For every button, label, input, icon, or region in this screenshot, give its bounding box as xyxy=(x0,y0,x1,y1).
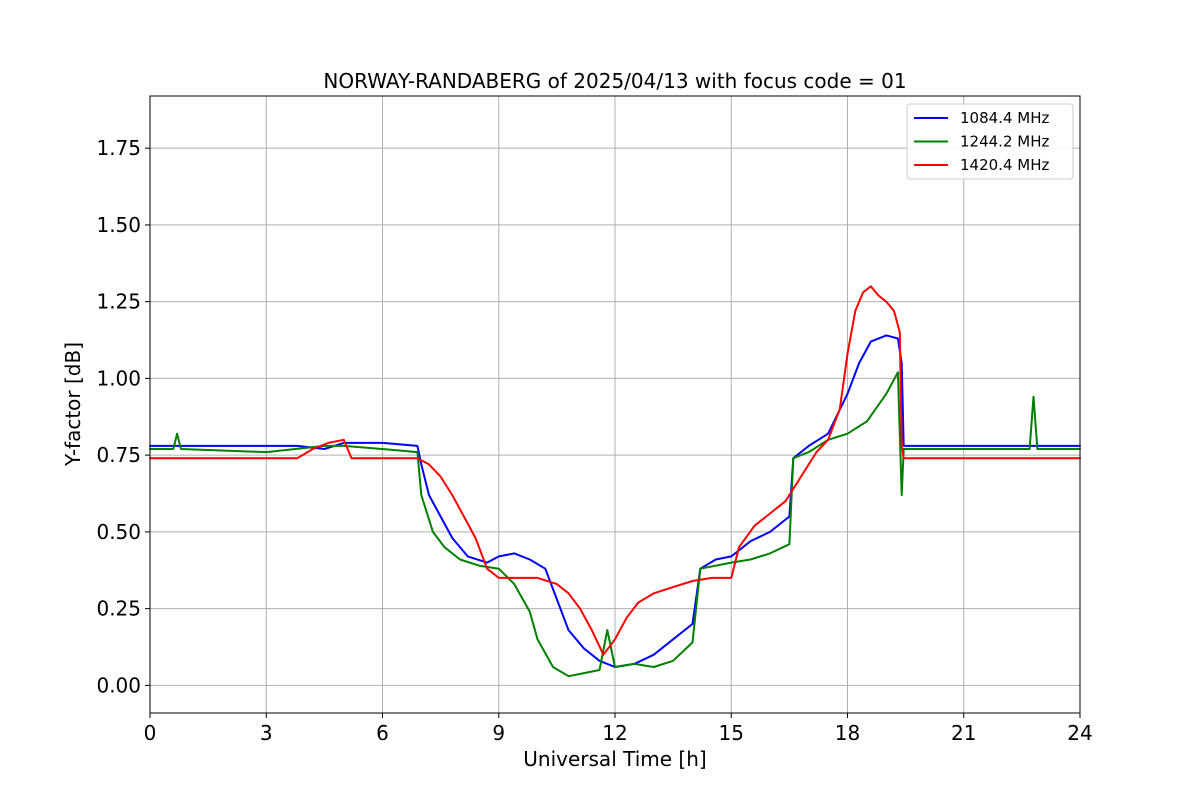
y-tick-label: 1.00 xyxy=(96,366,141,390)
y-tick-label: 1.25 xyxy=(96,290,141,314)
x-tick-label: 9 xyxy=(492,721,505,745)
chart-title: NORWAY-RANDABERG of 2025/04/13 with focu… xyxy=(323,69,906,93)
y-tick-label: 1.50 xyxy=(96,213,141,237)
x-tick-label: 18 xyxy=(835,721,860,745)
legend-label: 1244.2 MHz xyxy=(960,133,1049,151)
y-axis-title: Y-factor [dB] xyxy=(61,342,85,467)
x-axis: 0 3 6 9 12 15 18 21 24 xyxy=(144,713,1093,745)
legend-label: 1084.4 MHz xyxy=(960,109,1049,127)
y-tick-label: 0.25 xyxy=(96,597,141,621)
x-tick-label: 21 xyxy=(951,721,976,745)
x-tick-label: 0 xyxy=(144,721,157,745)
y-tick-label: 0.00 xyxy=(96,673,141,697)
x-axis-title: Universal Time [h] xyxy=(523,747,706,771)
y-axis: 0.00 0.25 0.50 0.75 1.00 1.25 1.50 1.75 xyxy=(96,136,150,697)
x-tick-label: 12 xyxy=(602,721,627,745)
y-tick-label: 0.75 xyxy=(96,443,141,467)
series-layer xyxy=(149,285,1081,678)
series-line-3 xyxy=(149,285,1081,656)
x-tick-label: 24 xyxy=(1067,721,1092,745)
x-tick-label: 3 xyxy=(260,721,273,745)
x-tick-label: 15 xyxy=(719,721,744,745)
legend-label: 1420.4 MHz xyxy=(960,156,1049,174)
legend: 1084.4 MHz 1244.2 MHz 1420.4 MHz xyxy=(906,103,1074,180)
y-tick-label: 1.75 xyxy=(96,136,141,160)
legend-box xyxy=(906,103,1074,180)
series-line-2 xyxy=(149,371,1081,678)
x-tick-label: 6 xyxy=(376,721,389,745)
y-tick-label: 0.50 xyxy=(96,520,141,544)
series-line-1 xyxy=(149,334,1081,668)
